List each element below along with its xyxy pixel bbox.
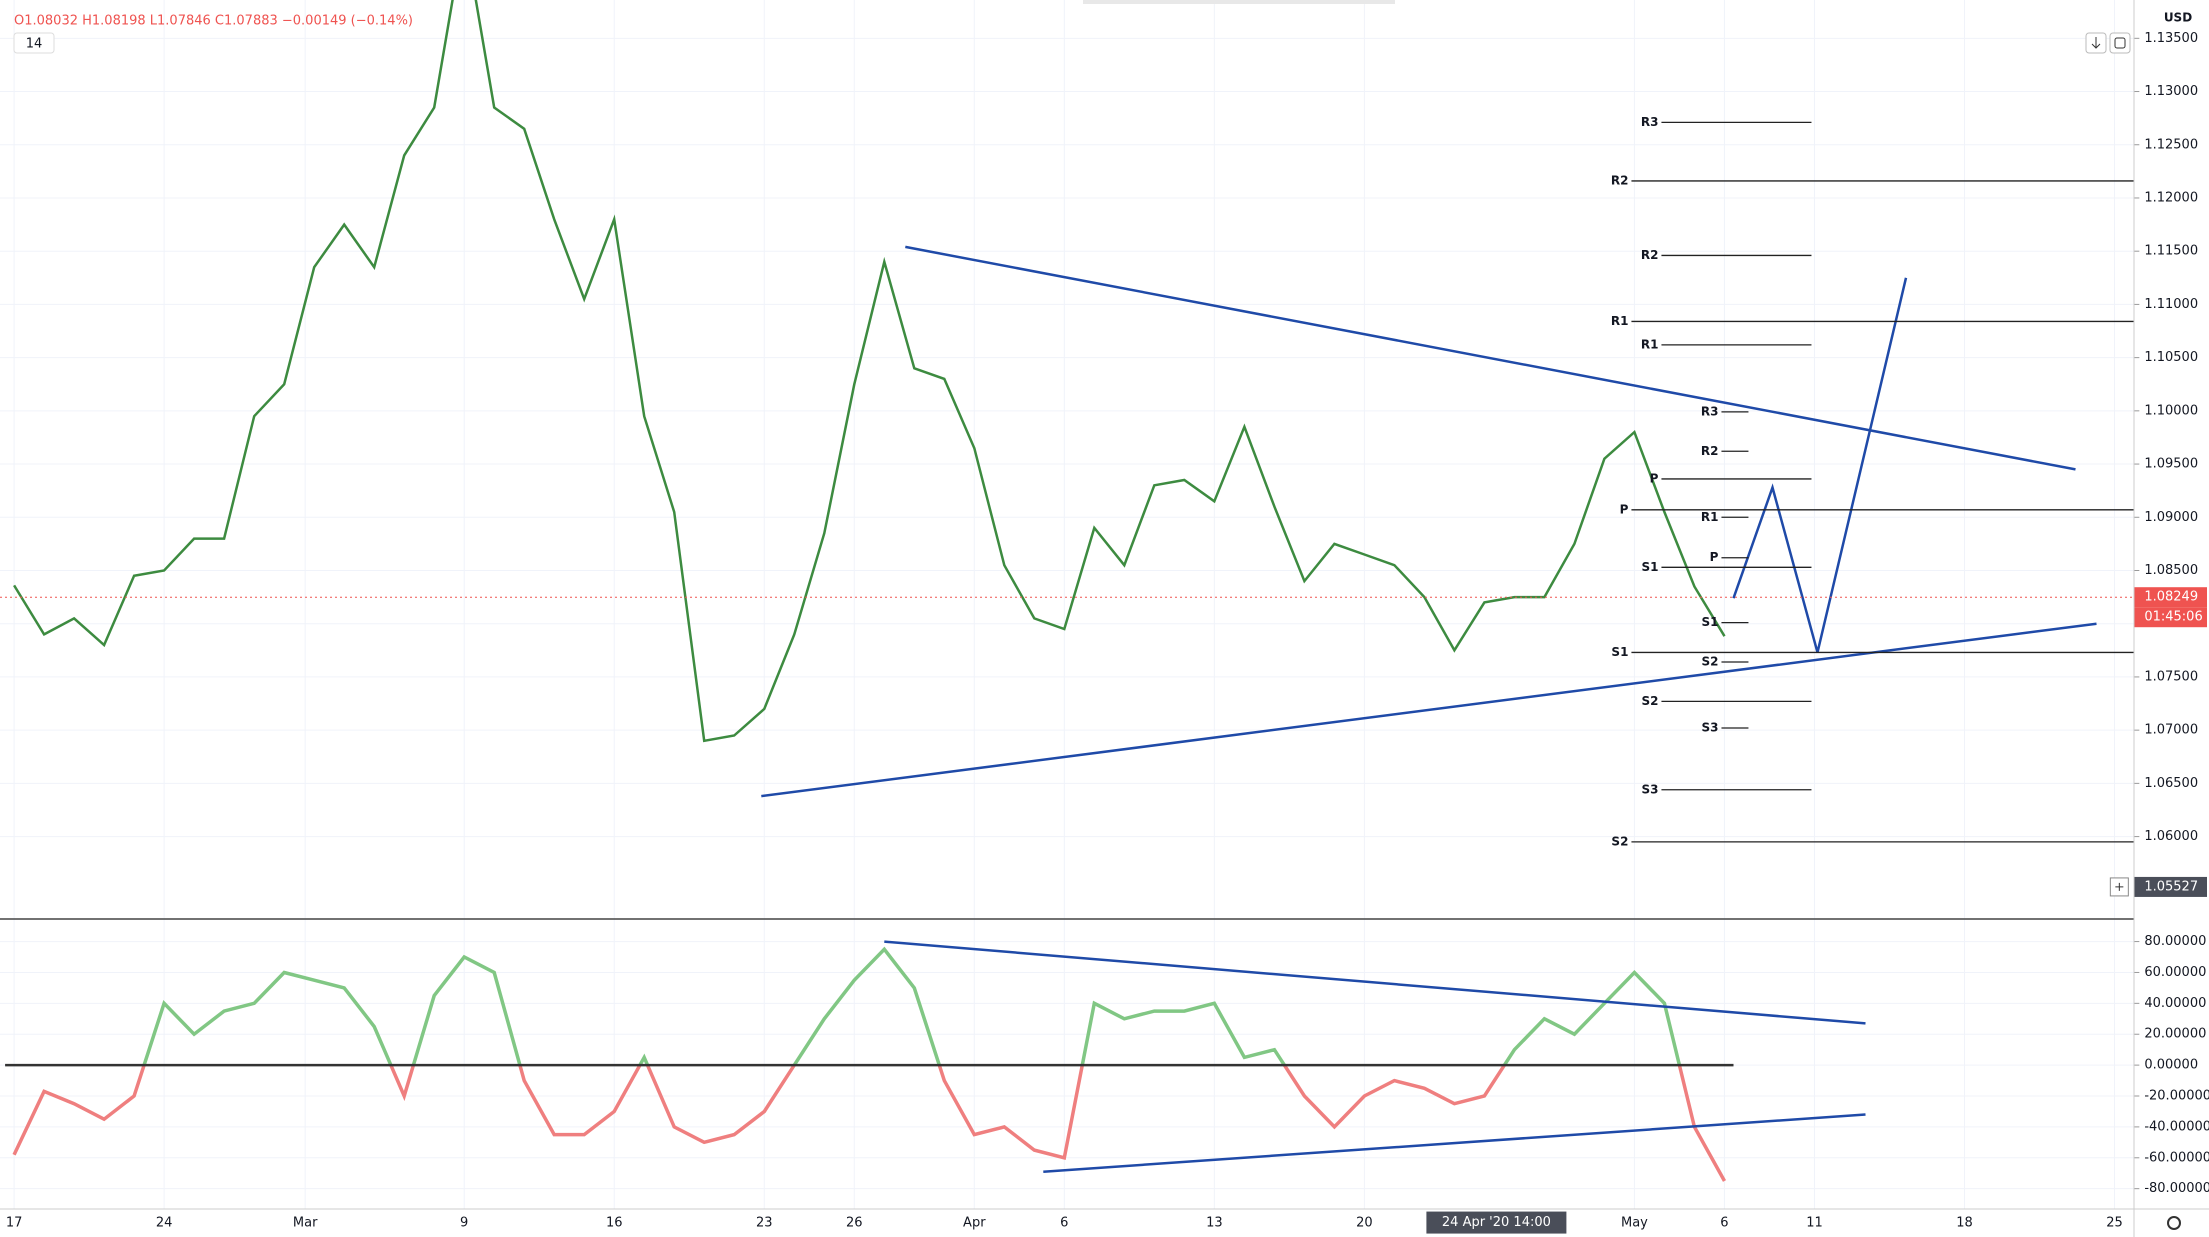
pivot-label: P xyxy=(1710,550,1719,564)
trendline xyxy=(884,940,1866,1025)
y-tick-label: 1.10500 xyxy=(2144,350,2198,365)
y-tick-label: 1.09500 xyxy=(2144,457,2198,472)
trendline xyxy=(1043,1113,1866,1173)
panel: R2 R1 P S1 S2 R3 R2 R1 P S1 S2 S3 R3 R2 R1 P S1 S2 S3 xyxy=(13,0,2134,848)
x-tick-label: 6 xyxy=(1720,1215,1728,1230)
arrow-icon xyxy=(2091,37,2101,49)
panel xyxy=(5,940,1866,1182)
trendline xyxy=(1732,277,1908,653)
x-tick-label: 24 xyxy=(156,1215,173,1230)
pivot-label: R1 xyxy=(1701,510,1719,524)
y-tick-label: 80.00000 xyxy=(2144,934,2206,949)
x-tick-label: May xyxy=(1621,1215,1648,1230)
pivot-label: S1 xyxy=(1701,615,1718,629)
pivot-label: S2 xyxy=(1641,694,1658,708)
y-tick-label: -60.00000 xyxy=(2144,1150,2209,1165)
price-tag xyxy=(2134,876,2207,897)
pivot-label: R3 xyxy=(1701,404,1719,418)
x-tick-label: 23 xyxy=(756,1215,773,1230)
y-tick-label: 1.11500 xyxy=(2144,244,2198,259)
oscillator-line xyxy=(12,1065,1727,1182)
price-tag-label: 1.08249 xyxy=(2144,590,2198,605)
pivot-label: R1 xyxy=(1641,337,1659,351)
currency-label: USD xyxy=(2164,11,2192,25)
y-tick-label: 1.13500 xyxy=(2144,31,2198,46)
pivot-label: P xyxy=(1650,471,1659,485)
y-tick-label: 1.10000 xyxy=(2144,403,2198,418)
pivot-label: R1 xyxy=(1611,314,1629,328)
price-tag-label: 1.05527 xyxy=(2144,879,2198,894)
x-tick-label: 11 xyxy=(1806,1215,1823,1230)
y-tick-label: 1.13000 xyxy=(2144,84,2198,99)
y-tick-label: -80.00000 xyxy=(2144,1181,2209,1196)
y-tick-label: 1.07500 xyxy=(2144,669,2198,684)
grid xyxy=(0,0,2135,1209)
pivot-label: S2 xyxy=(1701,655,1718,669)
y-tick-label: 60.00000 xyxy=(2144,965,2206,980)
x-tick-label: 13 xyxy=(1206,1215,1223,1230)
toolbar-edge xyxy=(1083,0,1395,4)
x-tick-label: 18 xyxy=(1956,1215,1973,1230)
pivot-label: R3 xyxy=(1641,115,1659,129)
x-tick-label: 17 xyxy=(6,1215,23,1230)
x-tick-label: 6 xyxy=(1060,1215,1068,1230)
price-tag xyxy=(2134,587,2207,608)
pivot-label: P xyxy=(1620,502,1629,516)
ohlc-legend: O1.08032 H1.08198 L1.07846 C1.07883 −0.0… xyxy=(14,14,413,29)
y-tick-label: 40.00000 xyxy=(2144,996,2206,1011)
crosshair-date-label: 24 Apr '20 14:00 xyxy=(1442,1215,1551,1230)
y-tick-label: 0.00000 xyxy=(2144,1058,2198,1073)
plus-icon xyxy=(2115,882,2124,891)
pivot-label: R2 xyxy=(1611,173,1629,187)
x-tick-label: 20 xyxy=(1356,1215,1373,1230)
y-tick-label: 1.09000 xyxy=(2144,510,2198,525)
pivot-label: S2 xyxy=(1611,834,1628,848)
pivot-label: S1 xyxy=(1611,645,1628,659)
x-tick-label: Apr xyxy=(963,1215,986,1230)
y-tick-label: 1.06500 xyxy=(2144,776,2198,791)
y-tick-label: 1.12500 xyxy=(2144,137,2198,152)
y-tick-label: 20.00000 xyxy=(2144,1027,2206,1042)
y-tick-label: 1.12000 xyxy=(2144,190,2198,205)
pivot-label: R2 xyxy=(1641,248,1659,262)
countdown-label: 01:45:06 xyxy=(2144,610,2202,625)
settings-button[interactable] xyxy=(2109,32,2131,54)
indicator-box[interactable] xyxy=(13,32,55,54)
indicator-length[interactable]: 14 xyxy=(26,37,43,52)
x-tick-label: 26 xyxy=(846,1215,863,1230)
y-tick-label: 1.06000 xyxy=(2144,829,2198,844)
y-tick-label: -40.00000 xyxy=(2144,1119,2209,1134)
x-tick-label: 9 xyxy=(460,1215,468,1230)
x-tick-label: 16 xyxy=(606,1215,623,1230)
refresh-icon xyxy=(2114,37,2126,49)
y-tick-label: 1.08500 xyxy=(2144,563,2198,578)
x-tick-label: Mar xyxy=(293,1215,318,1230)
pivot-label: S3 xyxy=(1701,721,1718,735)
price-line xyxy=(13,0,1726,743)
pivot-label: S3 xyxy=(1641,782,1658,796)
pivot-label: R2 xyxy=(1701,444,1719,458)
y-tick-label: -20.00000 xyxy=(2144,1089,2209,1104)
crosshair-date-tag xyxy=(1426,1211,1567,1234)
oscillator-line xyxy=(142,946,1682,1066)
x-tick-label: 25 xyxy=(2106,1215,2123,1230)
pivot-label: S1 xyxy=(1641,560,1658,574)
y-tick-label: 1.11000 xyxy=(2144,297,2198,312)
gear-icon[interactable] xyxy=(2167,1216,2181,1230)
trendline xyxy=(905,245,2076,471)
countdown-tag xyxy=(2134,607,2207,628)
y-tick-label: 1.07000 xyxy=(2144,723,2198,738)
